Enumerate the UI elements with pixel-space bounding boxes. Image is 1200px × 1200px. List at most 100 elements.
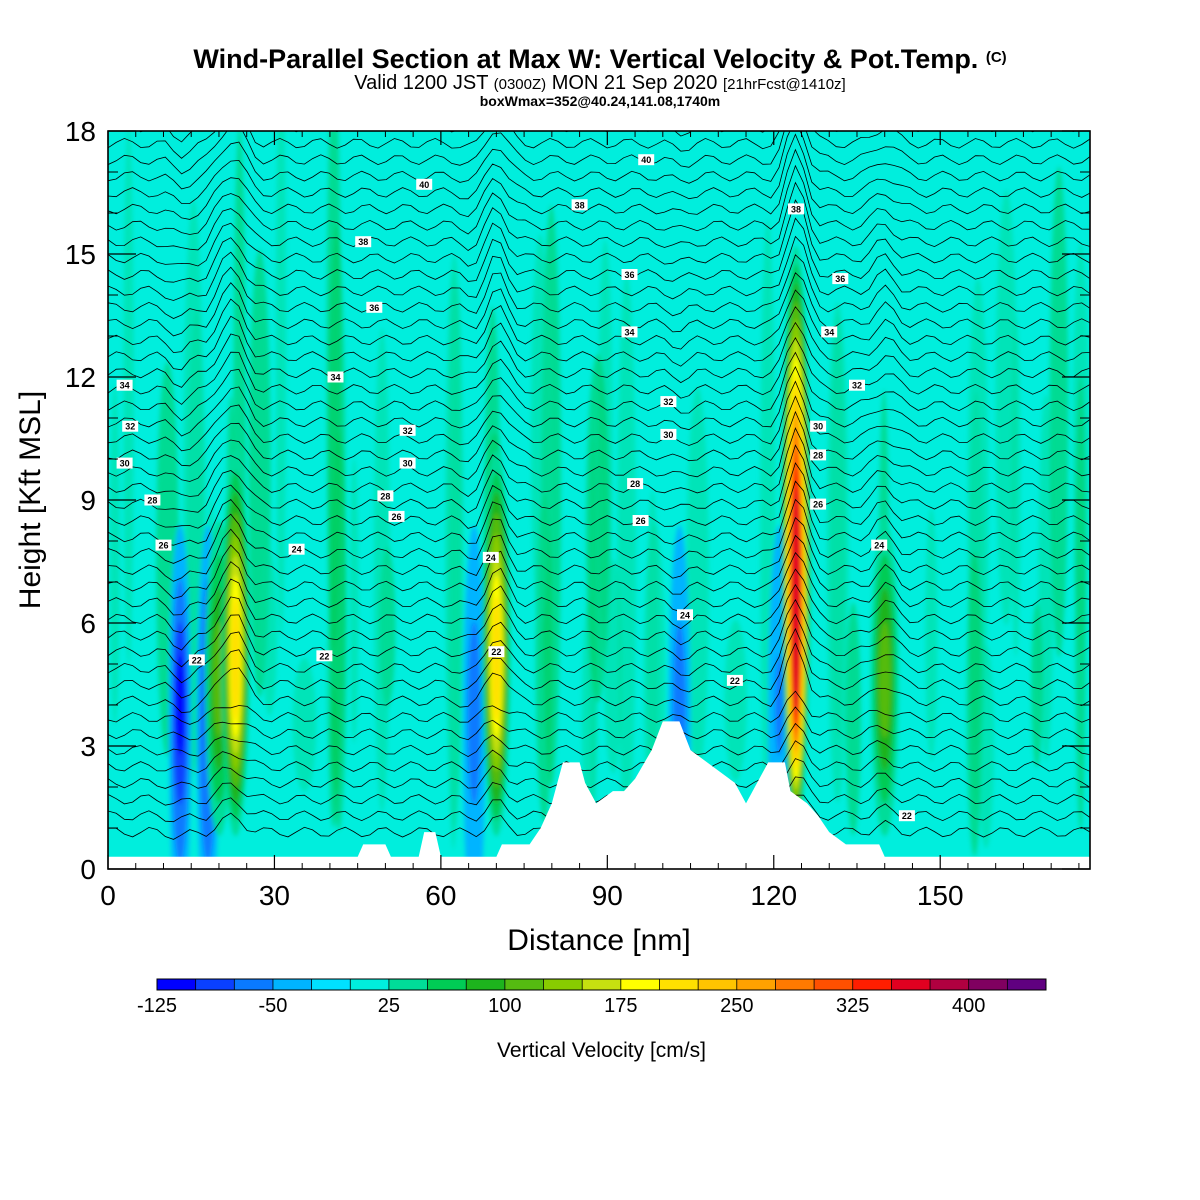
theta-contour-line <box>108 516 1090 582</box>
colorbar-swatch <box>775 979 815 990</box>
x-tick-label: 150 <box>917 880 964 911</box>
weak-updraft-streak <box>445 254 464 830</box>
weak-updraft-streak <box>276 131 286 638</box>
colorbar-swatch <box>659 979 699 990</box>
colorbar-swatch <box>814 979 854 990</box>
downdraft-core <box>775 654 784 756</box>
colorbar-swatch <box>427 979 467 990</box>
theta-contour-line <box>108 568 1090 634</box>
colorbar-tick-label: 400 <box>952 995 985 1017</box>
weak-updraft-streak <box>617 274 636 840</box>
weak-updraft-streak <box>1075 375 1086 832</box>
colorbar: -125 -50 25 100 175 250 325 400 Vertical Velocit… <box>137 978 1047 1062</box>
colorbar-tick-label: 175 <box>604 995 637 1017</box>
colorbar-tick-label: 325 <box>836 995 869 1017</box>
theta-contour-label: 24 <box>871 539 888 551</box>
theta-contour-line <box>108 131 1090 159</box>
theta-contour-label: 22 <box>188 654 205 666</box>
theta-contour-label: 32 <box>660 396 677 408</box>
weak-updraft-streak <box>110 384 120 725</box>
theta-contour-line <box>108 164 1090 235</box>
svg-text:36: 36 <box>624 270 634 280</box>
weak-updraft-streak <box>374 328 390 812</box>
theta-contour-line <box>108 254 1090 319</box>
theta-contour-line <box>108 427 1090 497</box>
svg-text:22: 22 <box>319 651 329 661</box>
colorbar-swatch <box>891 979 931 990</box>
colorbar-swatch <box>968 979 1008 990</box>
theta-contour-line <box>108 235 1090 301</box>
theta-contour-label: 34 <box>621 326 638 338</box>
x-tick-label: 0 <box>100 880 116 911</box>
weak-updraft-streak <box>586 353 610 703</box>
forecast-info: [21hrFcst@1410z] <box>722 76 846 93</box>
weak-updraft-streak <box>925 508 938 761</box>
theta-contour-line <box>108 642 1090 714</box>
theta-contour-line <box>108 289 1090 354</box>
svg-text:30: 30 <box>663 430 673 440</box>
colorbar-tick-label: 25 <box>378 995 400 1017</box>
svg-text:32: 32 <box>125 422 135 432</box>
weak-updraft-streak <box>603 559 623 774</box>
theta-contour-line <box>108 306 1090 371</box>
svg-text:28: 28 <box>380 491 390 501</box>
y-tick-label: 15 <box>65 239 96 270</box>
colorbar-swatch <box>272 979 313 990</box>
theta-contour-line <box>108 395 1090 467</box>
svg-text:30: 30 <box>403 459 413 469</box>
theta-contour-label: 22 <box>726 674 743 686</box>
theta-contour-line <box>108 444 1090 514</box>
theta-contour-label: 36 <box>621 269 638 280</box>
svg-text:32: 32 <box>403 426 413 436</box>
theta-contour-label: 22 <box>316 650 333 662</box>
theta-contour-label: 22 <box>488 646 505 658</box>
colorbar-swatch <box>504 979 545 990</box>
svg-text:26: 26 <box>636 516 646 526</box>
theta-contour-label: 34 <box>116 379 133 391</box>
theta-contour-label: 38 <box>571 199 588 211</box>
svg-text:34: 34 <box>624 327 634 337</box>
theta-contour-line <box>108 462 1090 529</box>
theta-contour-line <box>108 690 1090 725</box>
theta-contour-label: 30 <box>116 457 133 469</box>
svg-text:30: 30 <box>120 459 130 469</box>
colorbar-swatch <box>466 979 506 990</box>
theta-contour-label: 30 <box>660 428 677 440</box>
svg-text:24: 24 <box>680 610 690 620</box>
theta-contour-label: 26 <box>810 498 827 510</box>
colorbar-swatch <box>234 979 274 990</box>
theta-contour-label: 40 <box>638 154 655 166</box>
theta-contour-label: 22 <box>898 810 915 822</box>
colorbar-frame <box>156 978 1047 991</box>
svg-text:34: 34 <box>120 381 130 391</box>
x-tick-label: 30 <box>259 880 290 911</box>
colorbar-swatch <box>698 979 738 990</box>
terrain-mask <box>108 721 1090 869</box>
downdraft-core <box>175 654 185 756</box>
weak-updraft-streak <box>830 316 845 740</box>
valid-time-line: Valid 1200 JST (0300Z) MON 21 Sep 2020 [… <box>0 72 1200 95</box>
y-tick-label: 12 <box>65 362 96 393</box>
svg-text:40: 40 <box>419 180 429 190</box>
svg-text:38: 38 <box>358 237 368 247</box>
colorbar-swatch <box>350 979 390 990</box>
svg-text:24: 24 <box>292 545 302 555</box>
weak-updraft-streak <box>349 457 359 744</box>
theta-contour-label: 24 <box>482 551 499 563</box>
theta-contour-label: 28 <box>627 478 644 490</box>
theta-contour-label: 28 <box>810 449 827 461</box>
updraft-plume <box>878 621 891 738</box>
terrain <box>108 721 1090 869</box>
theta-contour-line <box>108 131 1090 190</box>
theta-contour-line <box>108 598 1090 668</box>
updraft-plume <box>231 596 240 722</box>
updraft-plume <box>491 596 501 722</box>
valid-date: MON 21 Sep 2020 <box>551 72 718 94</box>
theta-contour-labels: 22 22 22 22 22 24 24 24 24 26 26 26 26 28 28 28 28 30 30 30… <box>116 154 915 822</box>
theta-contour-label: 24 <box>677 609 693 621</box>
theta-contour-label: 32 <box>849 379 865 391</box>
svg-text:22: 22 <box>491 647 501 657</box>
svg-text:26: 26 <box>813 500 823 510</box>
